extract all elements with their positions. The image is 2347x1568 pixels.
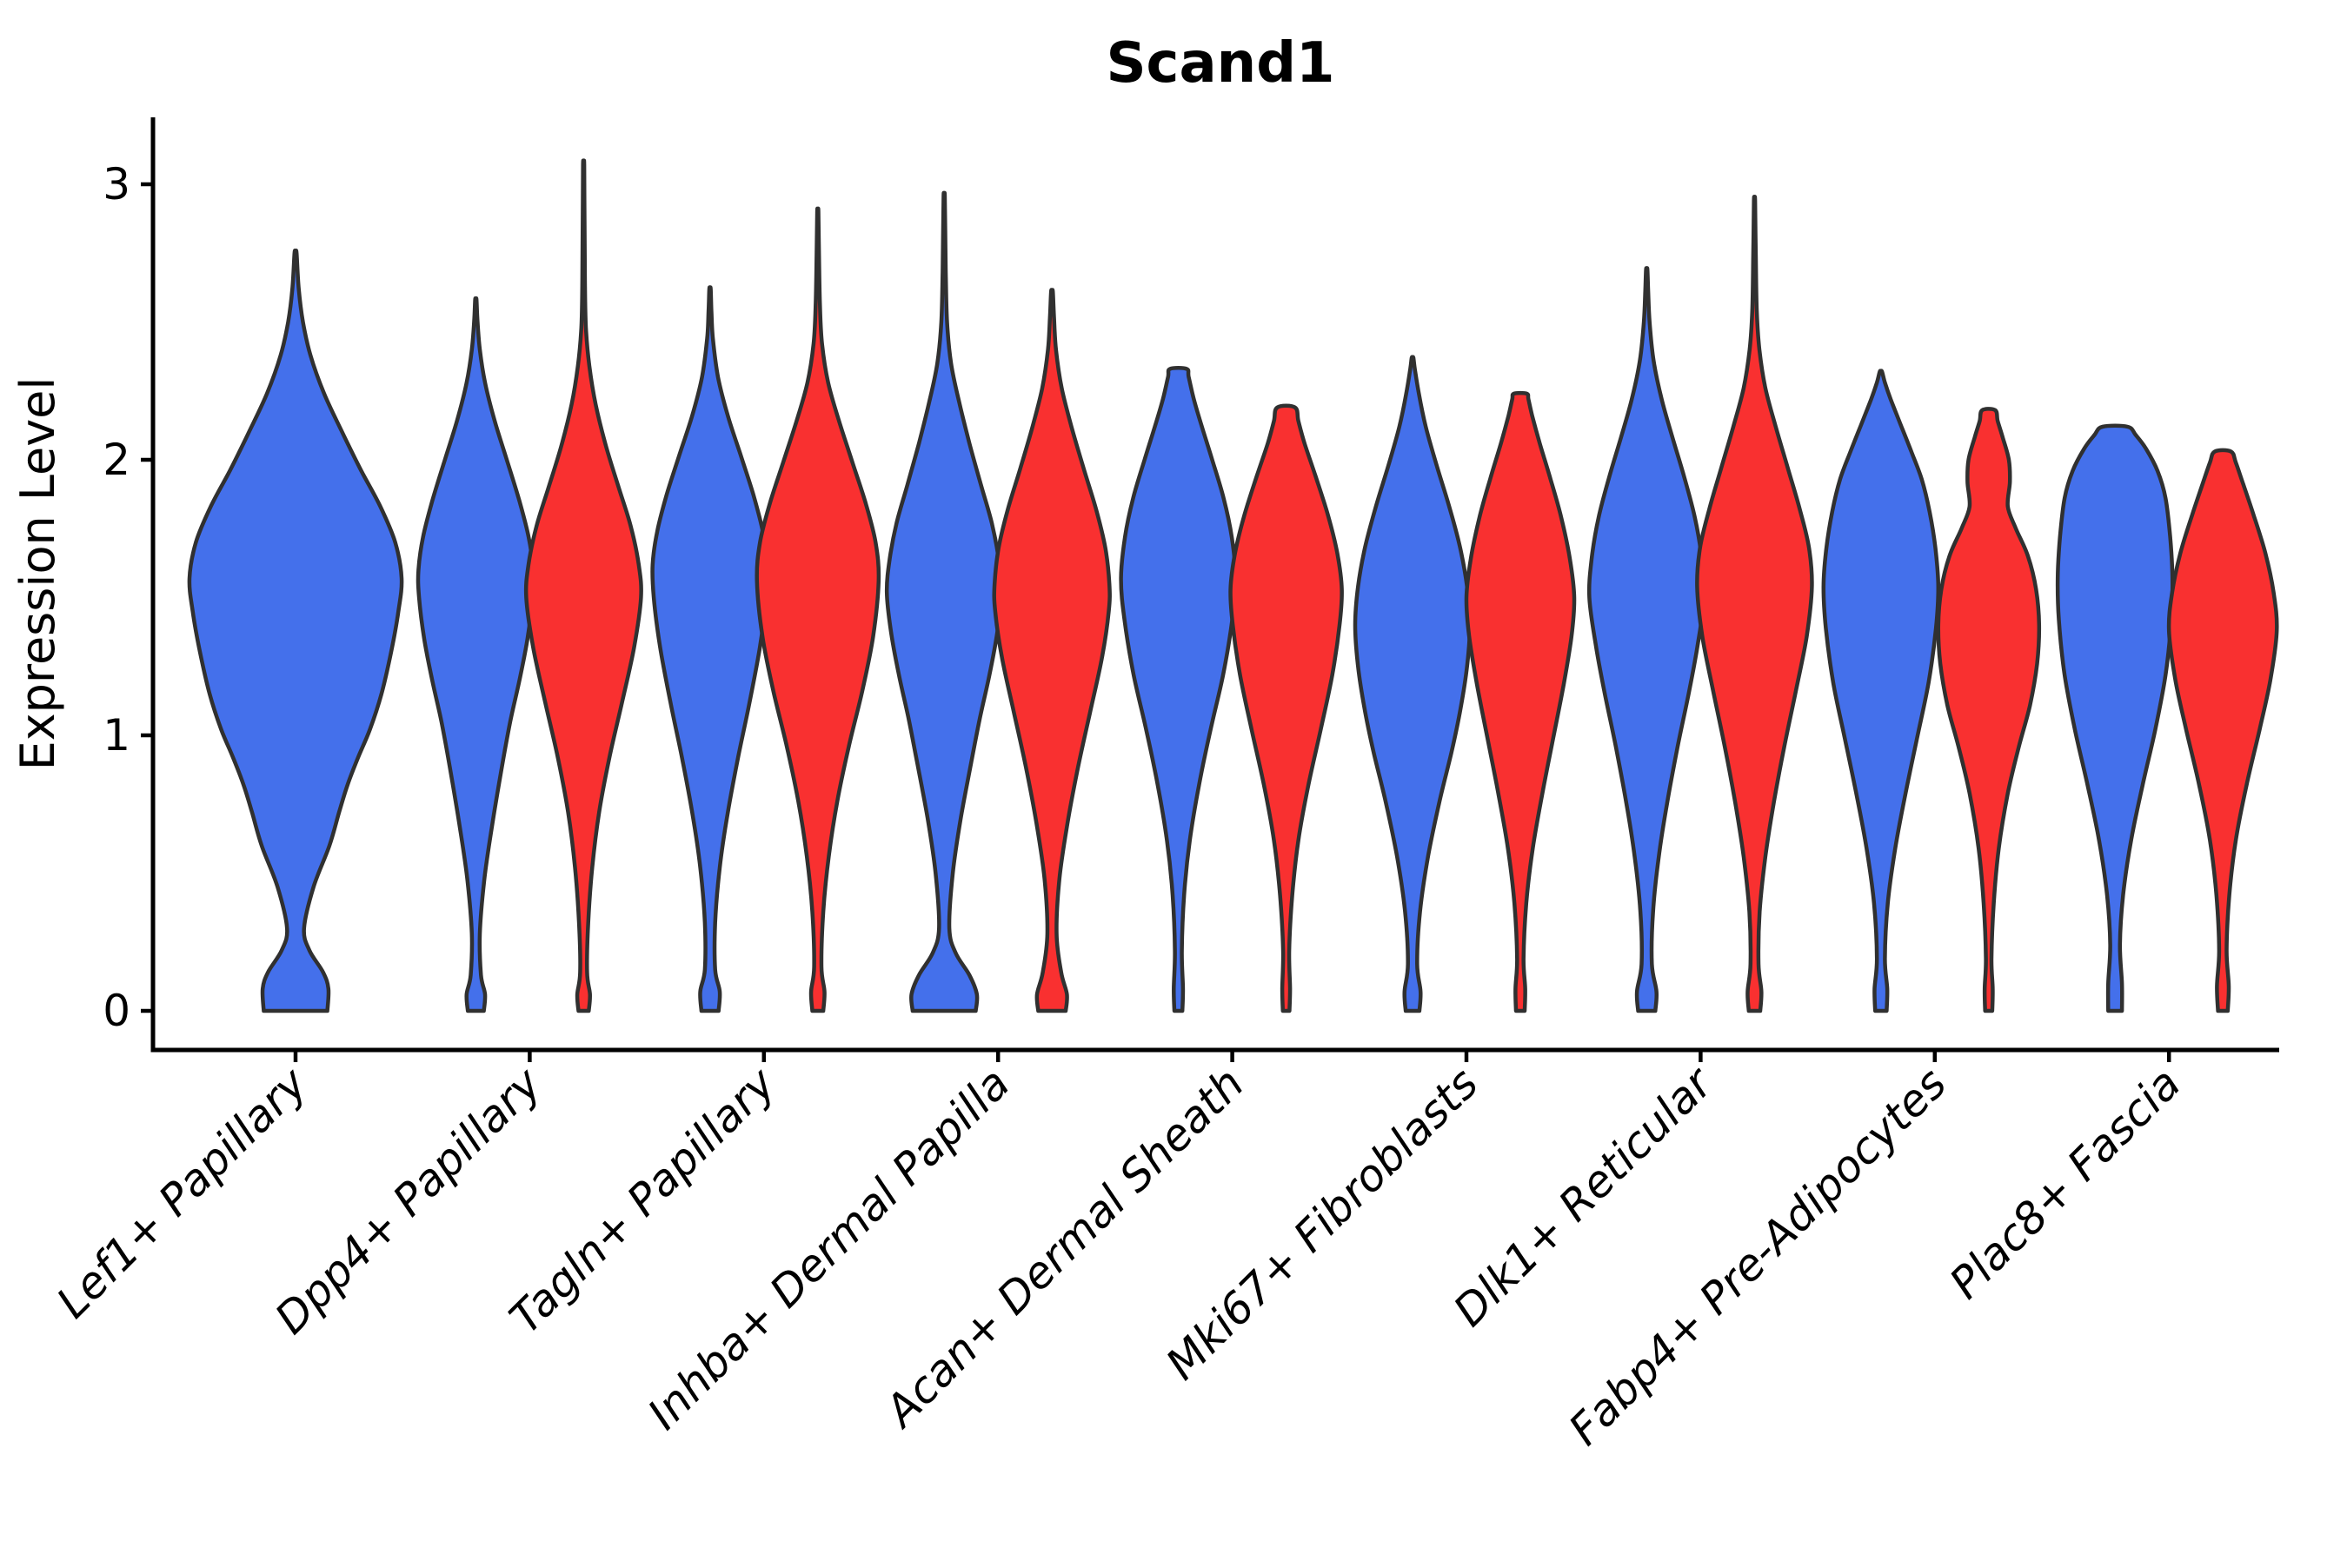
y-tick-label-0: 0 <box>103 986 130 1036</box>
violin-mki67-fibroblasts-red <box>1464 390 1577 1013</box>
violin-tagln-papillary-red <box>755 206 881 1013</box>
violin-tagln-papillary-blue <box>650 285 770 1013</box>
y-tick-label-3: 3 <box>103 159 130 209</box>
violin-lef1-papillary-blue <box>187 249 404 1013</box>
violin-dlk1-reticular-red <box>1695 195 1814 1013</box>
x-tick-label-plac8-fascia: Plac8+ Fascia <box>1940 1058 2191 1308</box>
y-tick-label-2: 2 <box>103 435 130 485</box>
violin-dpp4-papillary-blue <box>416 296 536 1013</box>
violin-acan-dermal-sheath-red <box>1228 403 1344 1013</box>
violin-plac8-fascia-blue <box>2055 423 2175 1013</box>
violin-fabp4-pre-adipocytes-blue <box>1821 369 1941 1013</box>
violin-fabp4-pre-adipocytes-red <box>1936 407 2042 1013</box>
y-axis-label: Expression Level <box>10 377 65 771</box>
x-tick-label-lef1-papillary: Lef1+ Papillary <box>47 1057 317 1327</box>
x-tick-label-fabp4-pre-adipocytes: Fabp4+ Pre-Adipocytes <box>1559 1058 1957 1455</box>
x-tick-label-dlk1-reticular: Dlk1+ Reticular <box>1444 1056 1724 1336</box>
y-tick-label-1: 1 <box>103 710 130 761</box>
violin-dlk1-reticular-blue <box>1586 266 1706 1013</box>
violin-acan-dermal-sheath-blue <box>1119 365 1238 1013</box>
violin-plac8-fascia-red <box>2166 448 2279 1013</box>
violin-dpp4-papillary-red <box>523 158 643 1013</box>
violin-inhba-dermal-papilla-red <box>992 288 1112 1013</box>
violin-inhba-dermal-papilla-blue <box>884 190 1004 1013</box>
violin-mki67-fibroblasts-blue <box>1353 355 1473 1013</box>
chart-title: Scand1 <box>1106 31 1334 96</box>
violins-layer <box>187 158 2279 1013</box>
